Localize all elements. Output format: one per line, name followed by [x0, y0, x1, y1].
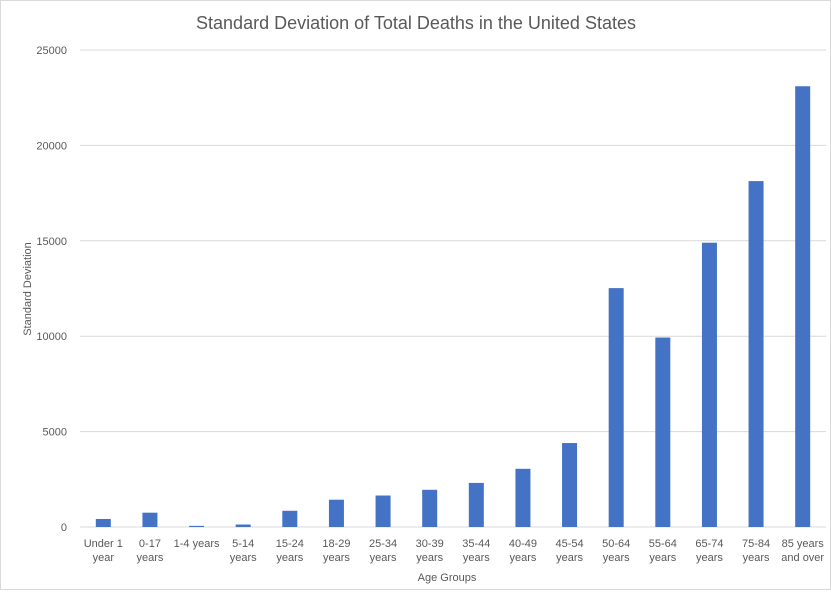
x-tick-label: 0-17 years [136, 538, 163, 564]
bar [701, 242, 717, 527]
bar [142, 512, 158, 527]
bar [375, 495, 391, 527]
x-tick-label: 5-14 years [230, 538, 257, 564]
y-tick-label: 0 [61, 522, 67, 534]
bars [95, 86, 811, 528]
x-tick-label: 30-39 years [416, 538, 444, 564]
x-tick-label: 25-34 years [369, 538, 397, 564]
bar [655, 337, 671, 527]
y-tick-label: 10000 [36, 331, 67, 343]
x-tick-label: 1-4 years [174, 538, 220, 550]
bar [282, 510, 298, 527]
x-tick-label: 45-54 years [555, 538, 583, 564]
bar [562, 443, 578, 527]
x-tick-label: 75-84 years [742, 538, 770, 564]
x-tick-label: 15-24 years [276, 538, 304, 564]
x-tick-label: 55-64 years [649, 538, 677, 564]
y-tick-label: 25000 [36, 45, 67, 57]
bar [95, 518, 111, 527]
bar [235, 524, 251, 527]
bar [422, 489, 438, 527]
x-tick-label: 18-29 years [322, 538, 350, 564]
x-axis-ticks: Under 1 year 0-17 years 1-4 years 5-14 years 15… [84, 538, 825, 564]
x-tick-label: 40-49 years [509, 538, 537, 564]
bar [328, 499, 344, 527]
x-tick-label: 65-74 years [695, 538, 723, 564]
chart-title: Standard Deviation of Total Deaths in th… [196, 13, 636, 33]
bar [608, 288, 624, 527]
y-axis-title: Standard Deviation [22, 242, 34, 336]
y-axis-ticks: 0 5000 10000 15000 20000 25000 [36, 45, 67, 534]
x-tick-label: 50-64 years [602, 538, 630, 564]
bar [515, 468, 531, 527]
x-tick-label: 85 years and over [781, 538, 824, 564]
y-tick-label: 20000 [36, 140, 67, 152]
bar [795, 86, 811, 527]
x-tick-label: Under 1 year [84, 538, 123, 564]
bar [748, 181, 764, 528]
y-tick-label: 15000 [36, 236, 67, 248]
y-tick-label: 5000 [43, 427, 67, 439]
bar [189, 525, 205, 527]
x-tick-label: 35-44 years [462, 538, 490, 564]
bar [468, 482, 484, 527]
x-axis-title: Age Groups [418, 572, 477, 584]
gridlines [80, 49, 826, 528]
